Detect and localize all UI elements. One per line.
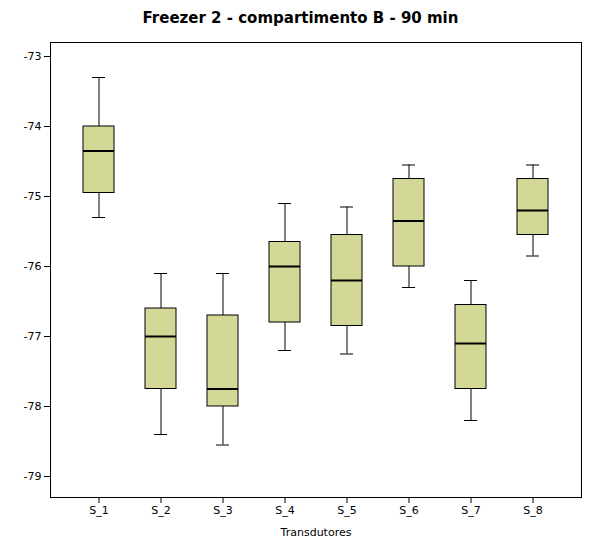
svg-text:S_7: S_7: [461, 504, 480, 517]
svg-text:-79: -79: [24, 470, 42, 483]
svg-text:-75: -75: [24, 190, 42, 203]
svg-text:-77: -77: [24, 330, 42, 343]
svg-text:S_1: S_1: [89, 504, 108, 517]
svg-text:S_8: S_8: [523, 504, 542, 517]
svg-text:S_3: S_3: [213, 504, 232, 517]
svg-text:S_2: S_2: [151, 504, 170, 517]
svg-text:S_6: S_6: [399, 504, 418, 517]
svg-text:Transdutores: Transdutores: [280, 526, 352, 539]
svg-text:-74: -74: [24, 120, 42, 133]
svg-text:S_4: S_4: [275, 504, 294, 517]
svg-text:-73: -73: [24, 50, 42, 63]
html-text:Freezer 2 - compartimento B -: Freezer 2 - compartimento B - 90 min: [142, 9, 459, 27]
svg-text:S_5: S_5: [337, 504, 356, 517]
svg-text:-78: -78: [24, 400, 42, 413]
svg-text:-76: -76: [24, 260, 42, 273]
